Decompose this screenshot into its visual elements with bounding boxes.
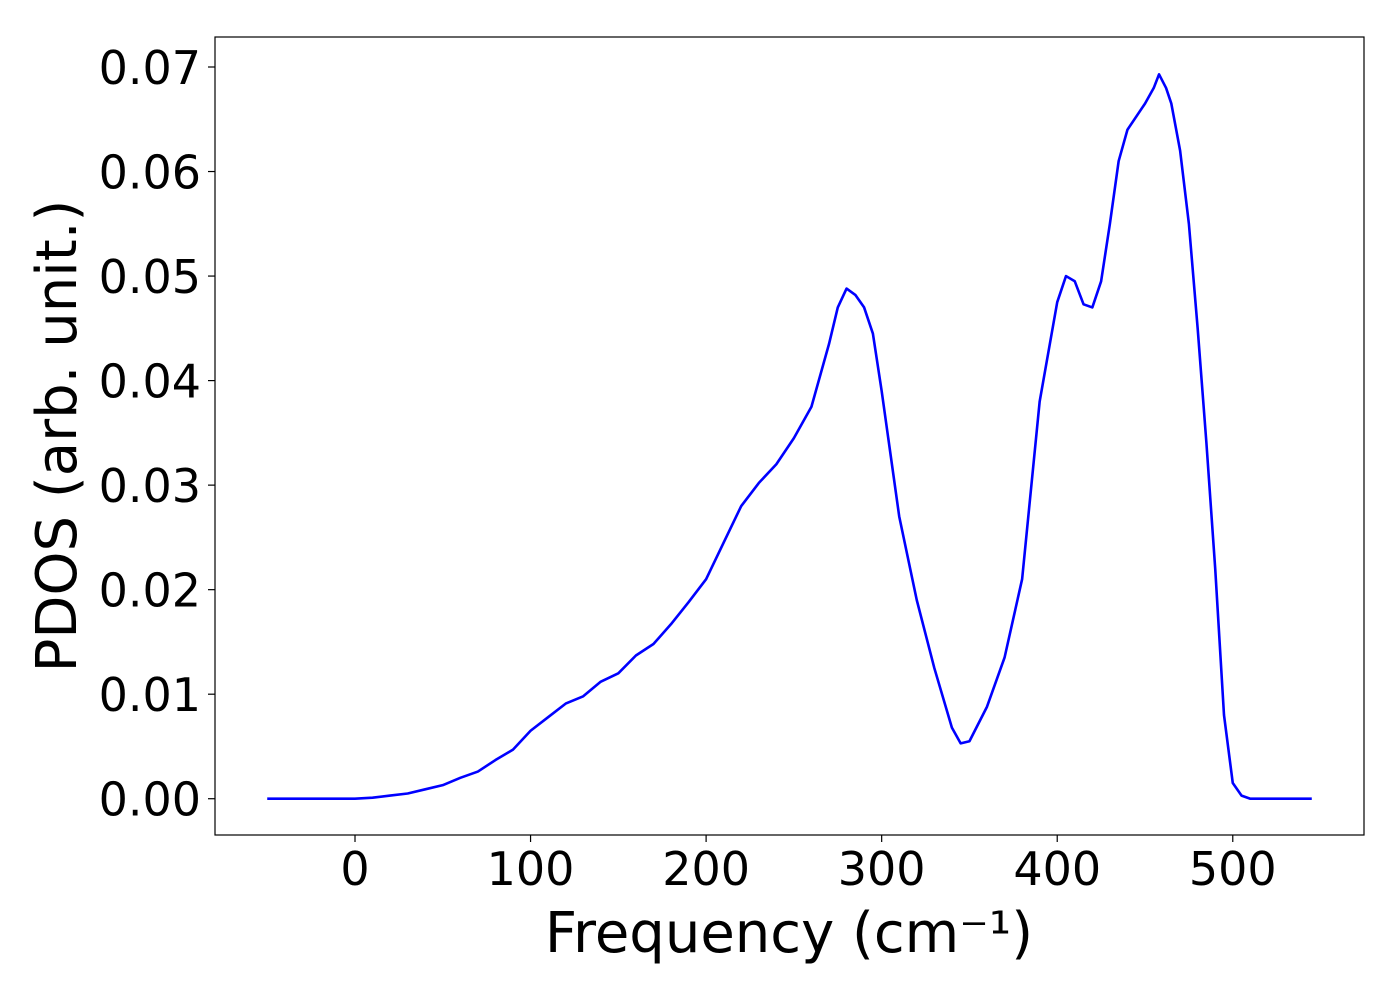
y-tick-label: 0.05: [99, 250, 201, 304]
y-tick-label: 0.04: [99, 355, 201, 409]
x-tick-label: 100: [487, 842, 575, 896]
x-tick-label: 200: [662, 842, 750, 896]
plot-frame: [214, 36, 1365, 836]
y-tick-label: 0.01: [99, 668, 201, 722]
y-tick-label: 0.02: [99, 564, 201, 618]
y-tick-label: 0.06: [99, 146, 201, 200]
y-tick-label: 0.07: [99, 41, 201, 95]
x-tick-label: 300: [838, 842, 926, 896]
x-axis-label: Frequency (cm⁻¹): [545, 901, 1033, 966]
y-tick-label: 0.03: [99, 459, 201, 513]
y-tick-label: 0.00: [99, 773, 201, 827]
x-tick-label: 0: [340, 842, 369, 896]
line-series: [267, 73, 1312, 801]
x-tick-label: 400: [1013, 842, 1101, 896]
x-tick-label: 500: [1189, 842, 1277, 896]
y-axis-label: PDOS (arb. unit.): [25, 200, 90, 673]
